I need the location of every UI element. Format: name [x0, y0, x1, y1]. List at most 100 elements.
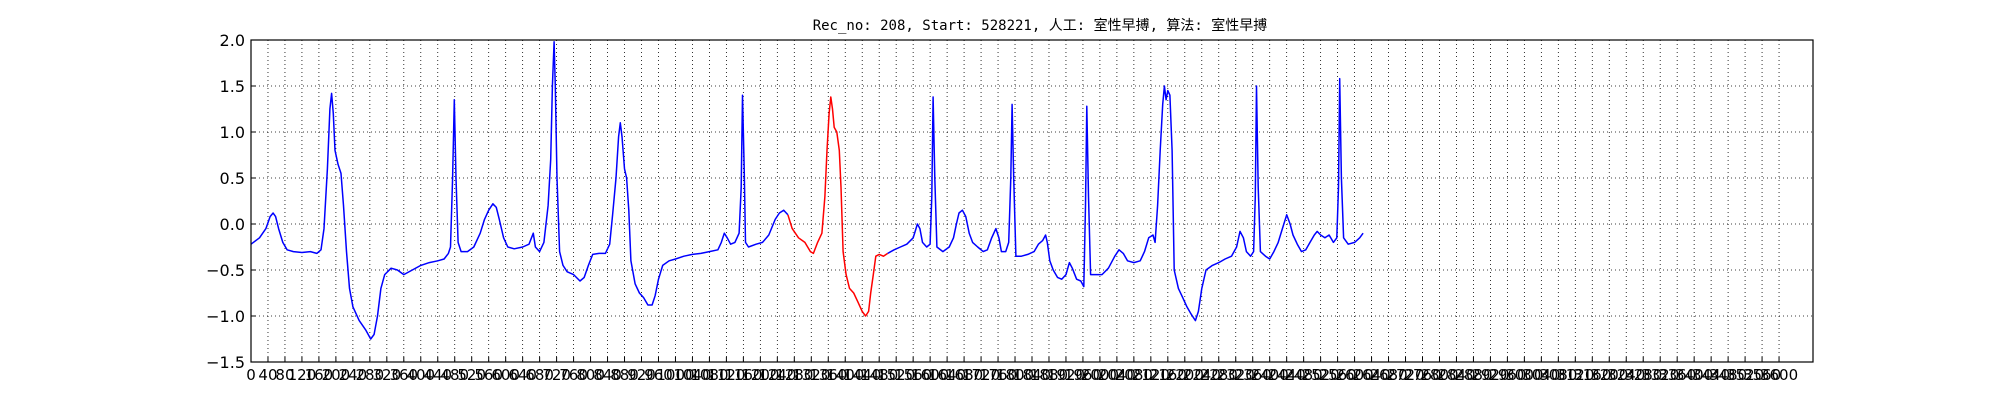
ecg-line-segment-3: [887, 77, 1364, 322]
x-tick-label: 1760: [979, 366, 1017, 384]
y-axis-ticks: 2.0 1.5 1.0 0.5 0.0 −0.5 −1.0 −1.5: [206, 31, 256, 372]
x-tick-label: 3160: [1573, 366, 1611, 384]
y-tick-label: −1.0: [206, 307, 245, 326]
x-tick-label: 3440: [1692, 366, 1730, 384]
plot-frame: [250, 39, 1814, 363]
x-tick-label: 3080: [1539, 366, 1577, 384]
x-tick-label: 2880: [1454, 366, 1492, 384]
x-tick-label: 320: [373, 366, 402, 384]
x-tick-label: 840: [593, 366, 622, 384]
x-tick-label: 1680: [945, 366, 983, 384]
x-tick-label: 2160: [1149, 366, 1187, 384]
x-tick-label: 920: [627, 366, 656, 384]
x-tick-label: 3280: [1624, 366, 1662, 384]
x-tick-label: 3400: [1675, 366, 1713, 384]
x-tick-label: 1360: [809, 366, 847, 384]
x-tick-label: 3240: [1607, 366, 1645, 384]
x-tick-label: 2640: [1352, 366, 1390, 384]
x-tick-label: 1120: [707, 366, 745, 384]
x-tick-label: 480: [440, 366, 469, 384]
x-tick-label: 2720: [1386, 366, 1424, 384]
x-tick-label: 2320: [1217, 366, 1255, 384]
x-tick-label: 800: [576, 366, 605, 384]
ecg-line-segment-2: [787, 96, 889, 317]
x-tick-label: 2600: [1335, 366, 1373, 384]
x-tick-label: 1400: [826, 366, 864, 384]
x-tick-label: 2920: [1471, 366, 1509, 384]
x-tick-label: 1080: [690, 366, 728, 384]
x-tick-label: 3120: [1556, 366, 1594, 384]
x-tick-label: 1320: [792, 366, 830, 384]
x-axis-ticks: 0 408012016020024028032036040044048052056…: [246, 357, 1798, 384]
y-tick-label: 2.0: [220, 31, 245, 50]
chart-title: Rec_no: 208, Start: 528221, 人工: 室性早搏, 算法…: [813, 17, 1268, 34]
x-tick-label: 3000: [1505, 366, 1543, 384]
x-tick-label: 280: [356, 366, 385, 384]
x-tick-label: 2680: [1369, 366, 1407, 384]
x-tick-label: 80: [275, 366, 294, 384]
x-tick-label: 2080: [1115, 366, 1153, 384]
x-tick-label: 3600: [1760, 366, 1798, 384]
x-tick-label: 240: [339, 366, 368, 384]
x-tick-label: 2240: [1183, 366, 1221, 384]
x-tick-label: 720: [542, 366, 571, 384]
x-tick-label: 2760: [1403, 366, 1441, 384]
x-tick-label: 1480: [860, 366, 898, 384]
x-tick-label: 2400: [1251, 366, 1289, 384]
x-tick-label: 3040: [1522, 366, 1560, 384]
x-tick-label: 760: [559, 366, 588, 384]
x-tick-label: 3560: [1743, 366, 1781, 384]
x-tick-label: 3480: [1709, 366, 1747, 384]
x-tick-label: 2200: [1166, 366, 1204, 384]
x-tick-label: 2520: [1302, 366, 1340, 384]
x-tick-label: 400: [406, 366, 435, 384]
x-tick-label: 1840: [1013, 366, 1051, 384]
x-tick-label: 1720: [962, 366, 1000, 384]
x-tick-label: 1040: [673, 366, 711, 384]
y-tick-label: 0.5: [220, 169, 245, 188]
x-tick-label: 560: [474, 366, 503, 384]
ecg-line-segment-1: [250, 41, 789, 340]
x-tick-label: 440: [423, 366, 452, 384]
x-tick-label: 640: [508, 366, 537, 384]
x-tick-label: 2120: [1132, 366, 1170, 384]
x-tick-label: 200: [322, 366, 351, 384]
x-tick-label: 1600: [911, 366, 949, 384]
x-tick-label: 120: [288, 366, 317, 384]
x-tick-label: 2480: [1285, 366, 1323, 384]
x-tick-label: 2440: [1268, 366, 1306, 384]
x-tick-label: 1520: [877, 366, 915, 384]
x-tick-label: 1960: [1064, 366, 1102, 384]
x-tick-label: 1800: [996, 366, 1034, 384]
y-tick-label: 1.5: [220, 77, 245, 96]
x-tick-label: 1440: [843, 366, 881, 384]
x-tick-label: 880: [610, 366, 639, 384]
x-tick-label: 2800: [1420, 366, 1458, 384]
x-tick-label: 1640: [928, 366, 966, 384]
x-tick-label: 1920: [1047, 366, 1085, 384]
y-tick-label: −0.5: [206, 261, 245, 280]
x-tick-label: 3360: [1658, 366, 1696, 384]
x-tick-label: 2360: [1234, 366, 1272, 384]
x-tick-label: 520: [457, 366, 486, 384]
x-tick-label: 3520: [1726, 366, 1764, 384]
x-tick-label: 1240: [758, 366, 796, 384]
x-tick-label: 680: [525, 366, 554, 384]
x-tick-label: 2840: [1437, 366, 1475, 384]
x-tick-label: 1200: [741, 366, 779, 384]
x-tick-label: 600: [491, 366, 520, 384]
y-tick-label: −1.5: [206, 353, 245, 372]
x-tick-label: 2960: [1488, 366, 1526, 384]
x-tick-label: 1880: [1030, 366, 1068, 384]
x-tick-label: 40: [258, 366, 277, 384]
x-tick-label: 3200: [1590, 366, 1628, 384]
x-tick-label: 1280: [775, 366, 813, 384]
x-tick-label: 2280: [1200, 366, 1238, 384]
x-tick-label: 0: [246, 366, 256, 384]
x-tick-label: 160: [305, 366, 334, 384]
x-tick-label: 1560: [894, 366, 932, 384]
x-tick-label: 1160: [724, 366, 762, 384]
x-tick-label: 3320: [1641, 366, 1679, 384]
y-tick-label: 1.0: [220, 123, 245, 142]
